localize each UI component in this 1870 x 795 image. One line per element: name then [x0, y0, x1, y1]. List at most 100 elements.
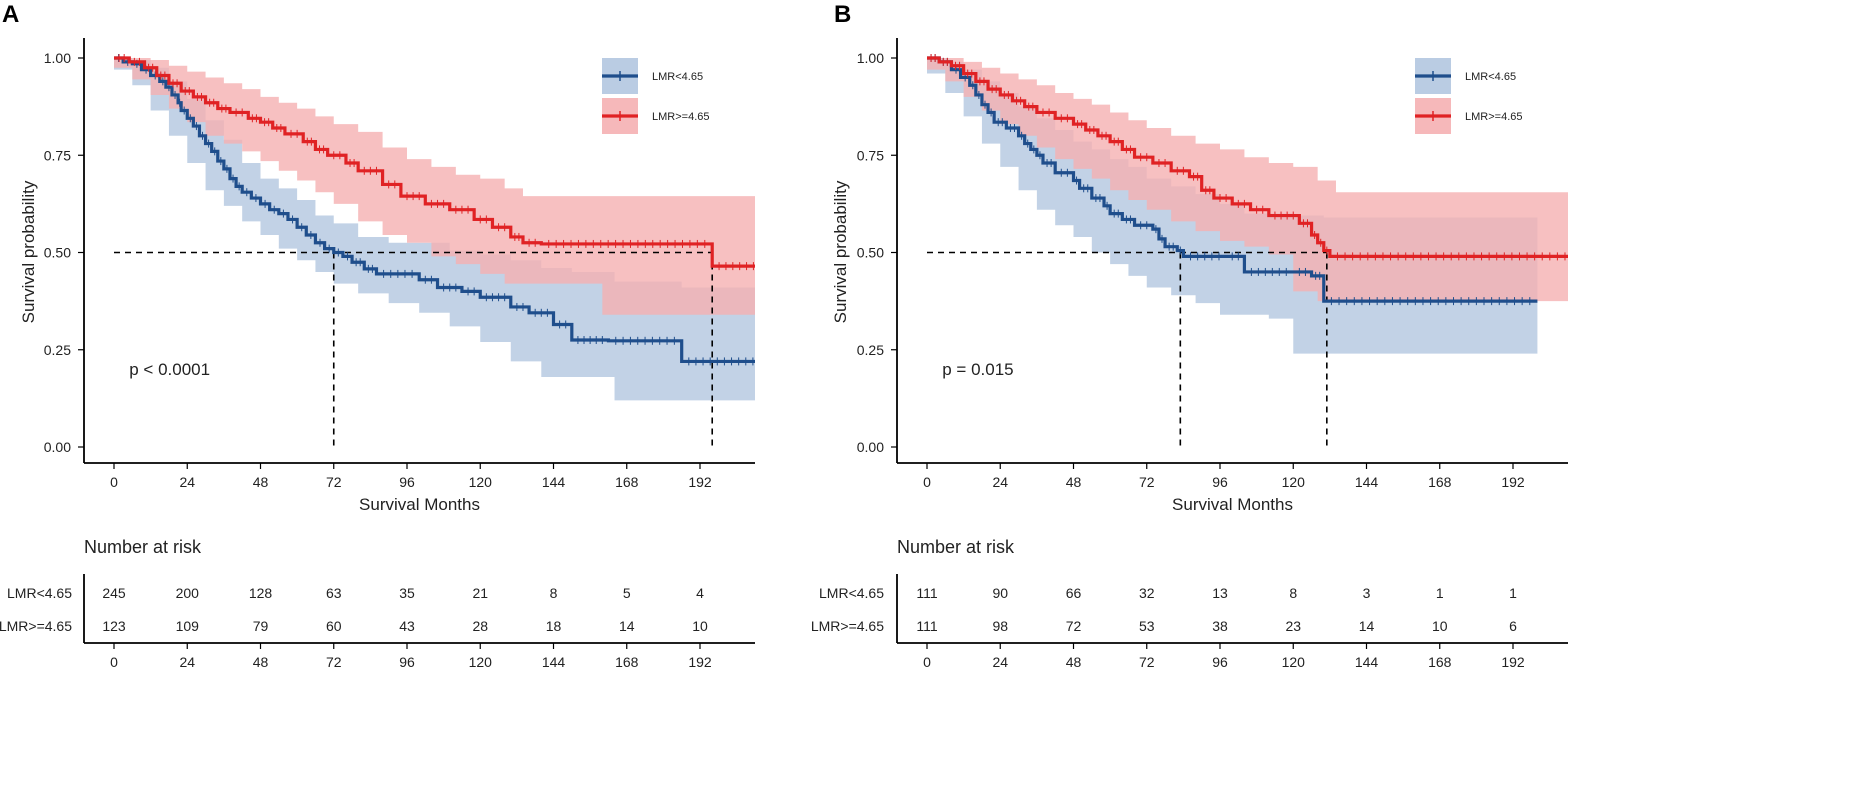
risk-count: 10 [692, 618, 708, 634]
risk-count: 5 [623, 585, 631, 601]
risk-count: 60 [326, 618, 342, 634]
panel-label: A [2, 1, 19, 28]
risk-x-tick-label: 168 [615, 654, 639, 670]
survival-curve-high-lmr [114, 56, 755, 268]
x-tick-label: 72 [326, 474, 342, 490]
y-tick-label: 1.00 [44, 50, 71, 66]
legend-label: LMR<4.65 [652, 71, 703, 83]
y-tick-label: 0.75 [857, 147, 884, 163]
x-axis-title: Survival Months [359, 495, 480, 514]
risk-count: 8 [550, 585, 558, 601]
risk-count: 38 [1212, 618, 1228, 634]
risk-x-tick-label: 0 [923, 654, 931, 670]
x-tick-label: 168 [1428, 474, 1452, 490]
panel-label: B [834, 1, 851, 28]
y-axis-title: Survival probability [831, 180, 850, 323]
x-tick-label: 144 [1355, 474, 1379, 490]
x-tick-label: 192 [1501, 474, 1525, 490]
censor-marks-high-lmr [930, 54, 1566, 261]
risk-x-tick-label: 72 [1139, 654, 1155, 670]
risk-x-tick-label: 144 [1355, 654, 1379, 670]
risk-count: 32 [1139, 585, 1155, 601]
risk-count: 18 [546, 618, 562, 634]
y-tick-label: 1.00 [857, 50, 884, 66]
risk-count: 1 [1509, 585, 1517, 601]
risk-count: 53 [1139, 618, 1155, 634]
legend-label: LMR<4.65 [1465, 71, 1516, 83]
risk-x-tick-label: 120 [1282, 654, 1306, 670]
y-tick-label: 0.25 [44, 342, 71, 358]
risk-count: 21 [472, 585, 488, 601]
risk-x-tick-label: 144 [542, 654, 566, 670]
y-tick-label: 0.25 [857, 342, 884, 358]
risk-count: 23 [1285, 618, 1301, 634]
x-tick-label: 48 [253, 474, 269, 490]
risk-count: 109 [176, 618, 200, 634]
legend-label: LMR>=4.65 [652, 111, 709, 123]
x-tick-label: 192 [688, 474, 712, 490]
y-axis-title: Survival probability [19, 180, 38, 323]
x-tick-label: 144 [542, 474, 566, 490]
risk-count: 14 [1359, 618, 1375, 634]
x-axis-title: Survival Months [1172, 495, 1293, 514]
x-tick-label: 0 [110, 474, 118, 490]
p-value: p < 0.0001 [129, 360, 210, 379]
risk-count: 4 [696, 585, 704, 601]
risk-count: 63 [326, 585, 342, 601]
p-value: p = 0.015 [942, 360, 1013, 379]
risk-row-label: LMR<4.65 [7, 585, 72, 601]
risk-table-title: Number at risk [84, 537, 202, 557]
survival-curve-high-lmr [927, 56, 1568, 258]
legend: LMR<4.65 LMR>=4.65 [1415, 58, 1522, 134]
risk-count: 66 [1066, 585, 1082, 601]
risk-count: 43 [399, 618, 415, 634]
risk-count: 123 [102, 618, 126, 634]
risk-count: 28 [472, 618, 488, 634]
risk-row-label: LMR>=4.65 [0, 618, 72, 634]
risk-x-tick-label: 168 [1428, 654, 1452, 670]
y-tick-label: 0.75 [44, 147, 71, 163]
y-tick-label: 0.00 [44, 439, 71, 455]
risk-count: 98 [992, 618, 1008, 634]
x-tick-label: 96 [399, 474, 415, 490]
risk-count: 245 [102, 585, 126, 601]
ci-band-high-lmr [927, 58, 1568, 302]
risk-row-label: LMR>=4.65 [811, 618, 884, 634]
legend-label: LMR>=4.65 [1465, 111, 1522, 123]
risk-x-tick-label: 96 [1212, 654, 1228, 670]
risk-count: 6 [1509, 618, 1517, 634]
risk-x-tick-label: 0 [110, 654, 118, 670]
censor-marks-high-lmr [118, 54, 754, 271]
risk-count: 14 [619, 618, 635, 634]
risk-x-tick-label: 24 [179, 654, 195, 670]
risk-x-tick-label: 24 [992, 654, 1008, 670]
risk-count: 10 [1432, 618, 1448, 634]
x-tick-label: 96 [1212, 474, 1228, 490]
legend: LMR<4.65 LMR>=4.65 [602, 58, 709, 134]
km-panel-a: A0.000.250.500.751.000 24 48 72 96 120 144 168 1… [0, 1, 755, 670]
risk-count: 128 [249, 585, 273, 601]
risk-table: Number at risk LMR<4.65 245 200 128 63 35 21 8 5 4… [0, 537, 755, 670]
ci-band-low-lmr [114, 58, 755, 401]
x-tick-label: 120 [1282, 474, 1306, 490]
risk-x-tick-label: 48 [1066, 654, 1082, 670]
risk-x-tick-label: 192 [1501, 654, 1525, 670]
x-tick-label: 24 [179, 474, 195, 490]
risk-x-tick-label: 48 [253, 654, 269, 670]
plot-area [114, 54, 755, 447]
risk-count: 79 [253, 618, 269, 634]
risk-count: 111 [916, 618, 937, 634]
risk-count: 1 [1436, 585, 1444, 601]
x-tick-label: 24 [992, 474, 1008, 490]
risk-x-tick-label: 192 [688, 654, 712, 670]
risk-x-tick-label: 120 [469, 654, 493, 670]
x-tick-label: 48 [1066, 474, 1082, 490]
y-tick-label: 0.00 [857, 439, 884, 455]
x-tick-label: 168 [615, 474, 639, 490]
risk-x-tick-label: 96 [399, 654, 415, 670]
risk-x-tick-label: 72 [326, 654, 342, 670]
risk-table-title: Number at risk [897, 537, 1015, 557]
risk-count: 200 [176, 585, 200, 601]
y-tick-label: 0.50 [857, 245, 884, 261]
